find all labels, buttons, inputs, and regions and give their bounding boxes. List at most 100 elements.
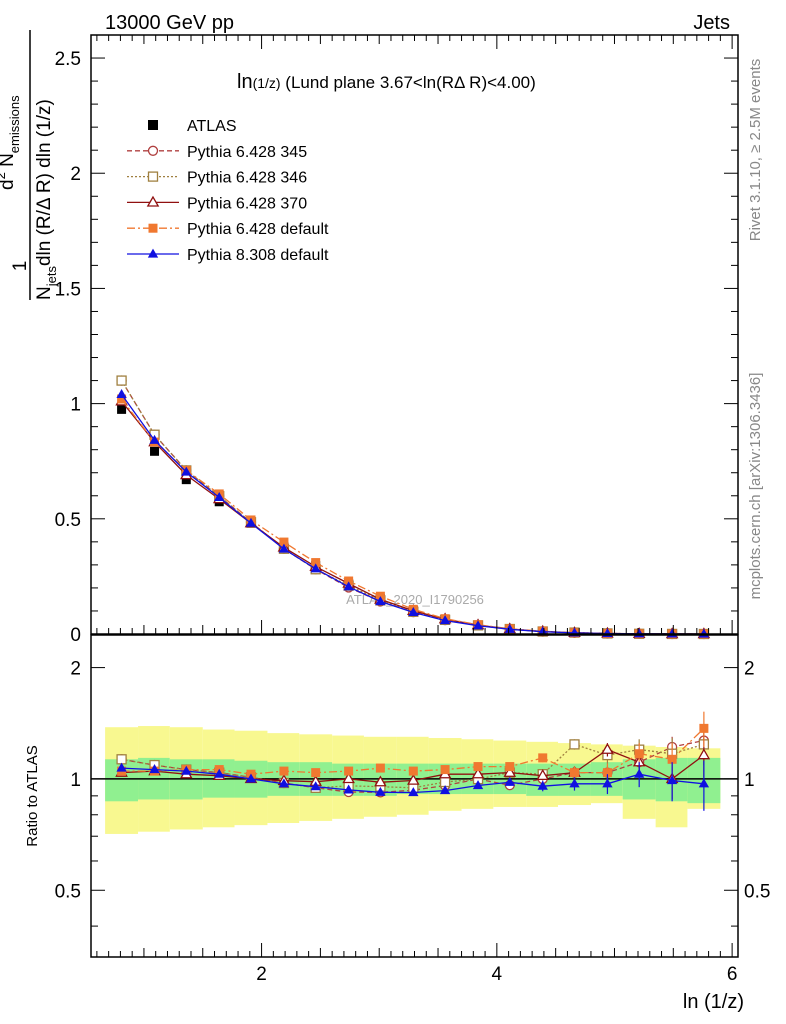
main-ylabel: 1 d2 Nemissions Njetsdln (R/Δ R) dln (1/…: [0, 30, 59, 300]
legend-label: Pythia 8.308 default: [187, 247, 329, 264]
ratio-point: [439, 785, 451, 795]
tick-labels: 0 0.5 1 1.5 2 2.5 2 4 6 0.5 0.5 1 1 2 2: [55, 49, 771, 985]
ratio-y-tick-label: 1: [70, 770, 81, 791]
main-point: [116, 375, 127, 386]
ratio-point: [699, 723, 709, 733]
ratio-point: [504, 776, 515, 786]
ratio-point: [634, 749, 644, 759]
ratio-point: [697, 748, 711, 760]
legend-marker: [148, 223, 158, 233]
ratio-point: [569, 778, 580, 788]
ratio-point: [407, 773, 420, 785]
main-point: [214, 491, 225, 501]
legend: ATLAS Pythia 6.428 345 Pythia 6.428 346 Pyt…: [127, 118, 329, 264]
y-tick-label: 0: [70, 625, 81, 646]
ylabel-denominator: Njetsdln (R/Δ R) dln (1/z): [34, 99, 59, 300]
legend-marker: [148, 120, 158, 130]
ratio-point: [667, 754, 677, 764]
main-point: [117, 404, 127, 414]
legend-marker: [147, 145, 159, 156]
mcplots-label: mcplots.cern.ch [arXiv:1306.3436]: [747, 373, 764, 600]
main-point: [310, 563, 321, 573]
legend-entry-2: Pythia 6.428 346: [127, 170, 307, 187]
legend-marker: [146, 195, 160, 207]
legend-entry-4: Pythia 6.428 default: [127, 221, 329, 238]
ratio-point: [375, 786, 386, 796]
xlabel: ln (1/z): [683, 991, 744, 1013]
legend-label: Pythia 6.428 345: [187, 144, 307, 161]
ylabel-numerator: d2 Nemissions: [0, 95, 22, 190]
main-point: [245, 517, 257, 527]
main-point: [278, 543, 290, 553]
axes: [90, 34, 739, 958]
ratio-point: [181, 765, 192, 775]
ratio-point: [537, 780, 548, 790]
ratio-point: [310, 781, 321, 791]
ratio-point: [408, 787, 419, 797]
legend-label: Pythia 6.428 370: [187, 195, 307, 212]
legend-label: Pythia 6.428 346: [187, 170, 307, 187]
legend-label: ATLAS: [187, 118, 237, 135]
x-tick-label: 2: [256, 964, 267, 985]
main-point: [375, 596, 386, 606]
ylabel-one: 1: [10, 261, 31, 272]
ratio-point: [374, 775, 387, 787]
y-tick-label: 2.5: [55, 49, 81, 70]
legend-entry-5: Pythia 8.308 default: [127, 247, 329, 264]
ratio-point: [569, 768, 579, 778]
y-tick-label: 2: [70, 164, 81, 185]
ratio-point: [311, 768, 321, 778]
plot-title: ln(1/z) (Lund plane 3.67<ln(RΔ R)<4.00): [237, 71, 536, 93]
ratio-point: [343, 784, 354, 794]
ratio-point: [440, 765, 450, 775]
ratio-point: [439, 776, 451, 788]
main-point: [150, 446, 160, 456]
ratio-point: [472, 780, 484, 790]
main-point: [117, 394, 127, 404]
ratio-point: [473, 762, 483, 772]
ratio-y-tick-label-right: 1: [744, 770, 755, 791]
legend-entry-1: Pythia 6.428 345: [127, 144, 307, 161]
legend-label: Pythia 6.428 default: [187, 221, 329, 238]
ratio-point: [536, 769, 550, 780]
ratio-point: [279, 766, 289, 776]
ratio-series-4: [116, 760, 710, 811]
main-point: [279, 537, 289, 547]
main-point: [408, 606, 419, 616]
y-tick-label: 0.5: [55, 510, 81, 531]
ratio-y-tick-label-right: 2: [744, 659, 755, 680]
header-left: 13000 GeV pp: [105, 12, 234, 34]
ratio-point: [245, 773, 257, 783]
main-point: [344, 576, 354, 586]
watermark: ATLAS_2020_I1790256: [346, 592, 484, 607]
main-point: [504, 623, 515, 633]
main-point: [181, 475, 191, 485]
header-right: Jets: [693, 12, 730, 34]
ratio-point: [503, 765, 517, 777]
ratio-point: [602, 768, 612, 778]
ratio-point: [538, 753, 548, 763]
legend-entry-0: ATLAS: [148, 118, 237, 135]
main-point: [472, 620, 484, 630]
ratio-y-tick-label: 0.5: [55, 881, 81, 902]
ratio-series: [115, 711, 711, 811]
main-point: [343, 581, 354, 591]
ratio-point: [505, 762, 515, 772]
main-point: [311, 558, 321, 568]
legend-entry-3: Pythia 6.428 370: [127, 195, 307, 212]
ratio-point: [214, 768, 225, 778]
ratio-point: [698, 778, 710, 788]
x-tick-label: 4: [492, 964, 503, 985]
ratio-point: [471, 767, 485, 779]
legend-marker: [147, 171, 159, 182]
rivet-label: Rivet 3.1.10, ≥ 2.5M events: [747, 59, 764, 242]
ratio-ylabel: Ratio to ATLAS: [24, 745, 41, 846]
ratio-point: [116, 754, 127, 765]
ratio-point: [342, 772, 355, 784]
ratio-point: [116, 762, 127, 772]
main-point: [537, 626, 548, 636]
ratio-point: [601, 742, 614, 754]
ratio-point: [602, 778, 613, 788]
y-tick-label: 1.5: [55, 279, 81, 300]
